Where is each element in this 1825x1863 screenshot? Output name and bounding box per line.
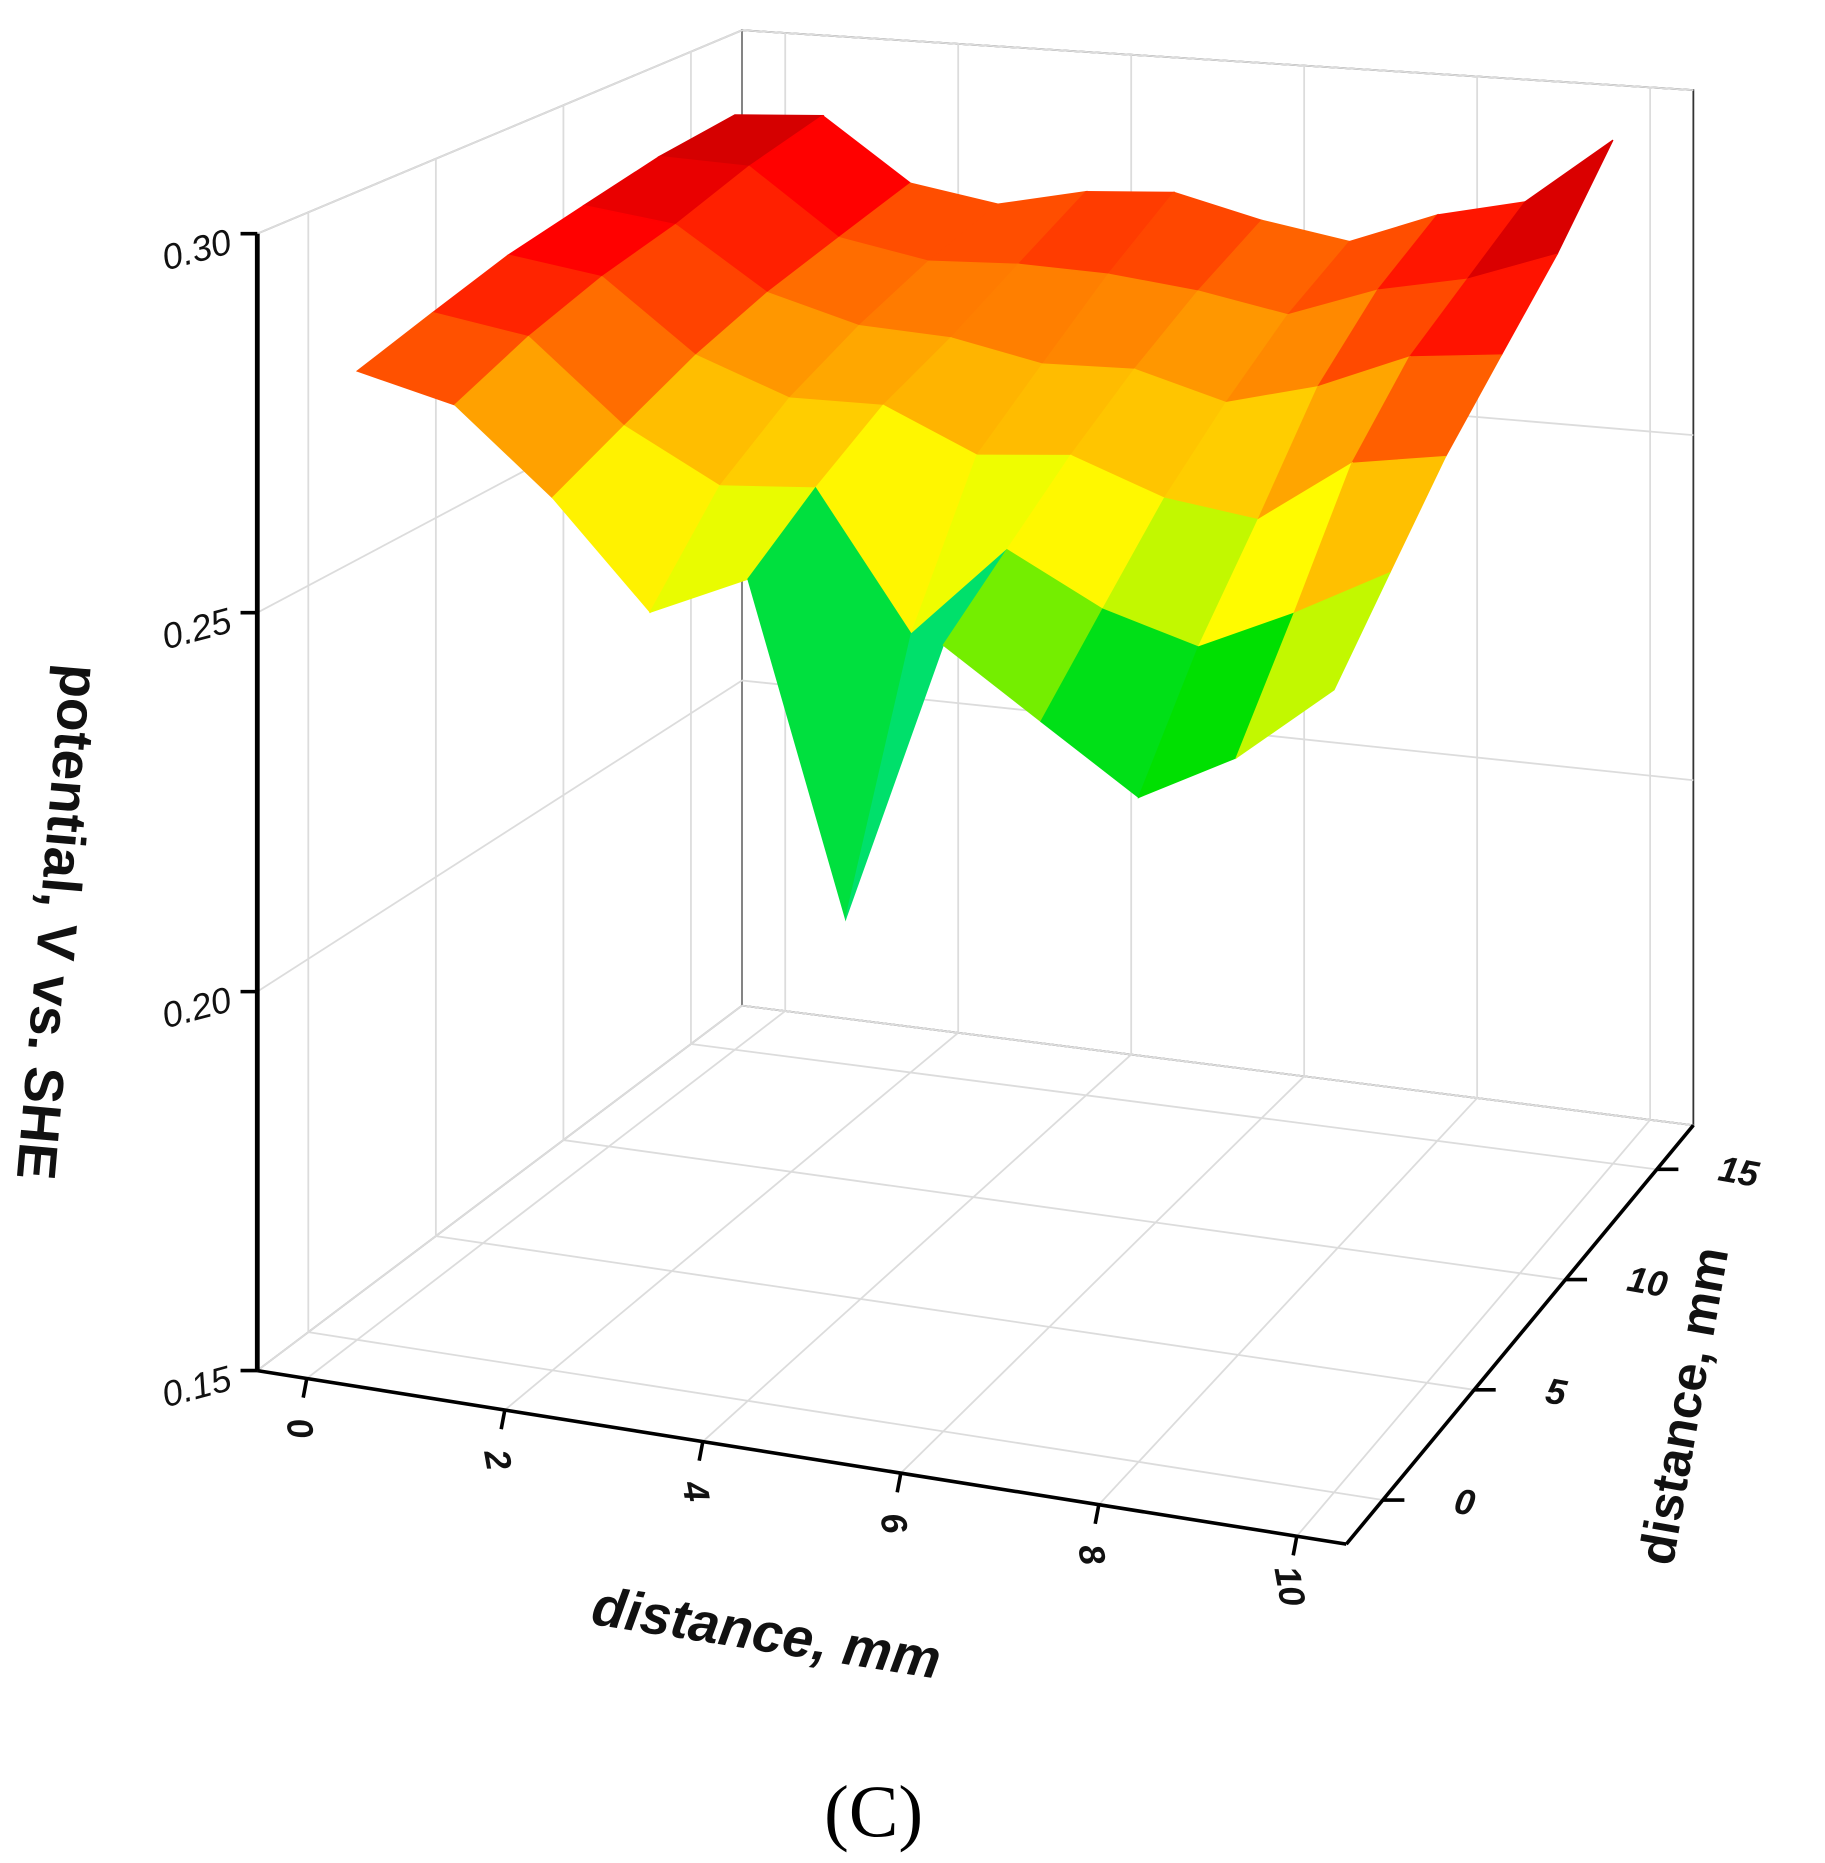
x-tick-label: 0 xyxy=(278,1415,321,1442)
grid-line xyxy=(308,1331,1383,1501)
grid-line xyxy=(702,1053,1132,1443)
grid-line xyxy=(741,29,1694,91)
y-tick-label: 0 xyxy=(1451,1481,1478,1524)
tick-mark xyxy=(895,1472,903,1493)
tick-mark xyxy=(301,1378,309,1398)
grid-line xyxy=(1098,1097,1478,1506)
y-tick-label: 5 xyxy=(1543,1371,1571,1414)
z-tick-label: 0.25 xyxy=(158,600,237,657)
tick-mark xyxy=(1093,1504,1101,1525)
grid-line xyxy=(306,1010,786,1380)
x-axis-title: distance, mm xyxy=(588,1574,945,1690)
z-tick-label: 0.15 xyxy=(158,1358,237,1415)
surface-patch xyxy=(1235,571,1392,760)
grid-line xyxy=(256,29,743,235)
tick-mark xyxy=(499,1409,507,1430)
grid-line xyxy=(256,1004,743,1372)
y-tick-label: 10 xyxy=(1624,1259,1670,1305)
grid-line xyxy=(900,1075,1305,1474)
x-tick-label: 10 xyxy=(1267,1563,1313,1609)
grid-line xyxy=(435,1235,1475,1391)
x-axis xyxy=(257,1368,1347,1546)
x-tick-label: 8 xyxy=(1070,1541,1113,1568)
grid-line xyxy=(1296,1119,1651,1537)
tick-mark xyxy=(1291,1535,1299,1556)
z-tick-label: 0.30 xyxy=(158,222,236,279)
grid-line xyxy=(504,1032,959,1411)
z-tick-label: 0.20 xyxy=(158,979,236,1036)
grid-line xyxy=(741,1004,1694,1127)
grid-line xyxy=(256,679,743,993)
x-tick-label: 2 xyxy=(476,1446,519,1474)
x-tick-label: 4 xyxy=(674,1477,717,1505)
grid-line xyxy=(563,1139,1566,1281)
tick-mark xyxy=(697,1441,705,1462)
y-axis xyxy=(1344,1124,1695,1546)
y-tick-label: 15 xyxy=(1716,1148,1763,1195)
z-axis-title: potential, V vs. SHE xyxy=(5,662,112,1182)
caption: (C) xyxy=(824,1771,923,1853)
grid-line xyxy=(690,1043,1657,1171)
x-tick-label: 6 xyxy=(872,1510,915,1538)
